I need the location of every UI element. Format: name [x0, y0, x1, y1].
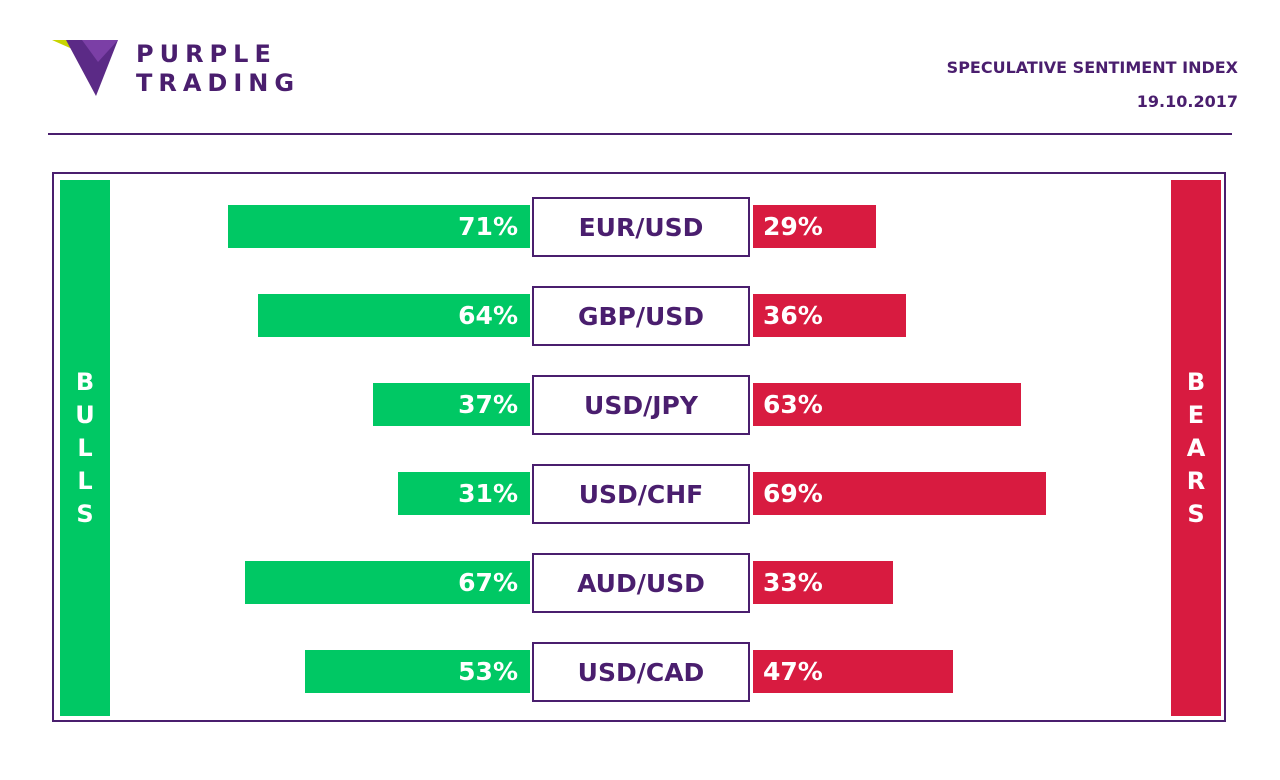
bulls-letter: L [77, 433, 93, 462]
bull-bar: 53% [304, 650, 530, 693]
bull-bar: 37% [372, 383, 530, 426]
bear-bar: 63% [753, 383, 1021, 426]
currency-pair-label: USD/JPY [532, 375, 750, 435]
bulls-letter: S [76, 499, 94, 528]
bull-bar: 31% [398, 472, 530, 515]
currency-pair-label: USD/CHF [532, 464, 750, 524]
bears-letter: B [1186, 367, 1206, 396]
currency-pair-label: EUR/USD [532, 197, 750, 257]
report-header: SPECULATIVE SENTIMENT INDEX 19.10.2017 [947, 58, 1238, 112]
currency-pair-label: GBP/USD [532, 286, 750, 346]
bear-bar: 29% [753, 205, 877, 248]
bears-letter: S [1187, 499, 1205, 528]
report-date: 19.10.2017 [1136, 92, 1238, 111]
bear-bar: 36% [753, 294, 906, 337]
brand-wordmark: PURPLE TRADING [136, 40, 300, 98]
bear-bar: 47% [753, 650, 953, 693]
bull-bar: 71% [228, 205, 530, 248]
bear-bar: 69% [753, 472, 1047, 515]
chart-frame [52, 172, 1226, 722]
bulls-letter: B [75, 367, 95, 396]
report-title: SPECULATIVE SENTIMENT INDEX [946, 58, 1238, 77]
bulls-letter: U [75, 400, 95, 429]
brand-line-2: TRADING [136, 69, 301, 97]
currency-pair-label: AUD/USD [532, 553, 750, 613]
purple-trading-logo-icon [52, 40, 118, 96]
bears-letter: E [1187, 400, 1205, 429]
bull-bar: 64% [258, 294, 530, 337]
bears-letter: R [1186, 466, 1206, 495]
brand-line-1: PURPLE [136, 40, 277, 68]
bulls-letter: L [77, 466, 93, 495]
header-divider [48, 133, 1232, 135]
bear-bar: 33% [753, 561, 894, 604]
bears-letter: A [1186, 433, 1206, 462]
bull-bar: 67% [245, 561, 530, 604]
currency-pair-label: USD/CAD [532, 642, 750, 702]
